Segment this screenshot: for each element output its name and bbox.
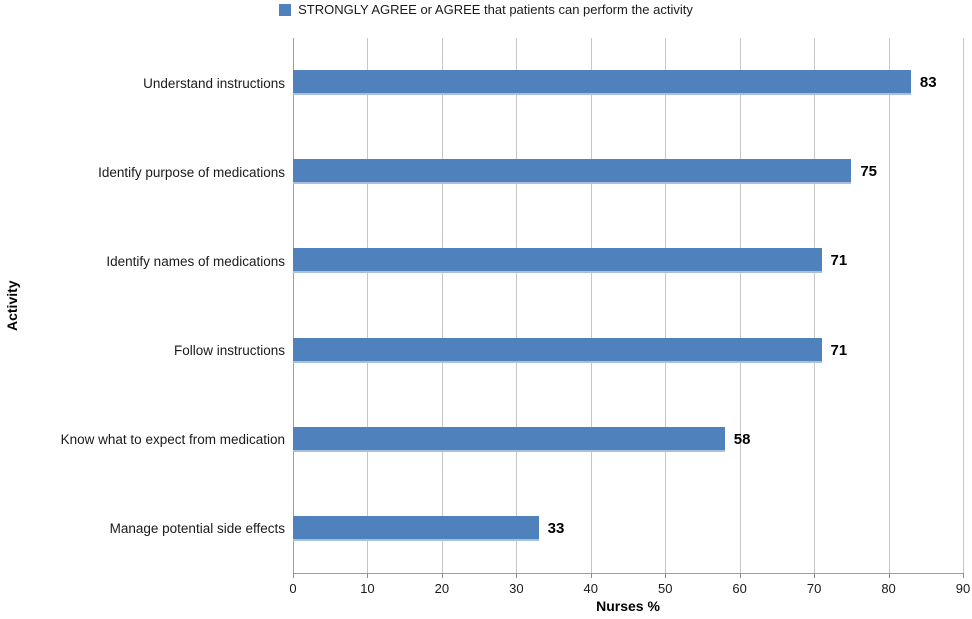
x-tick-label: 40 — [583, 581, 598, 596]
gridline — [516, 38, 518, 573]
x-tick-mark — [963, 573, 964, 578]
bar-data-label: 75 — [860, 163, 878, 181]
x-tick-mark — [814, 573, 816, 578]
x-tick-label: 20 — [434, 581, 450, 596]
bar-data-label: 33 — [547, 519, 565, 537]
bar — [293, 426, 725, 452]
legend-swatch-icon — [279, 3, 292, 16]
x-tick-mark — [441, 573, 443, 578]
category-label: Know what to expect from medication — [60, 432, 285, 448]
category-label: Manage potential side effects — [109, 521, 285, 537]
bar — [293, 70, 911, 96]
x-tick-mark — [888, 573, 890, 578]
legend-label: STRONGLY AGREE or AGREE that patients ca… — [298, 2, 693, 17]
bar-data-label: 83 — [919, 74, 937, 92]
gridline — [590, 38, 592, 573]
x-axis-title: Nurses % — [596, 598, 660, 614]
x-tick-label: 80 — [881, 581, 896, 596]
gridline — [963, 38, 964, 573]
gridline — [814, 38, 816, 573]
x-tick-label: 60 — [732, 581, 747, 596]
gridline — [441, 38, 443, 573]
x-tick-label: 30 — [509, 581, 524, 596]
bar — [293, 248, 822, 274]
category-label: Identify purpose of medications — [98, 164, 285, 180]
gridline — [888, 38, 890, 573]
x-tick-label: 0 — [289, 581, 297, 596]
x-tick-mark — [293, 573, 294, 578]
bar — [293, 515, 539, 541]
bar-data-label: 71 — [830, 252, 848, 270]
x-tick-mark — [367, 573, 369, 578]
x-tick-mark — [739, 573, 741, 578]
x-tick-mark — [665, 573, 667, 578]
x-tick-mark — [516, 573, 518, 578]
y-axis-title: Activity — [4, 280, 20, 331]
x-tick-label: 50 — [657, 581, 673, 596]
gridline — [665, 38, 667, 573]
x-tick-label: 70 — [806, 581, 822, 596]
bar — [293, 159, 852, 185]
gridline — [367, 38, 369, 573]
category-label: Identify names of medications — [106, 253, 285, 269]
legend: STRONGLY AGREE or AGREE that patients ca… — [0, 2, 972, 17]
x-tick-label: 10 — [360, 581, 375, 596]
bar-data-label: 71 — [830, 341, 848, 359]
x-axis-line — [293, 573, 964, 574]
bar-data-label: 58 — [733, 430, 751, 448]
category-label: Understand instructions — [143, 75, 285, 91]
gridline — [739, 38, 741, 573]
category-label: Follow instructions — [173, 343, 285, 359]
y-axis-line — [293, 38, 294, 573]
bar — [293, 337, 822, 363]
x-tick-label: 90 — [955, 581, 971, 596]
plot-area — [293, 38, 964, 573]
x-tick-mark — [590, 573, 592, 578]
